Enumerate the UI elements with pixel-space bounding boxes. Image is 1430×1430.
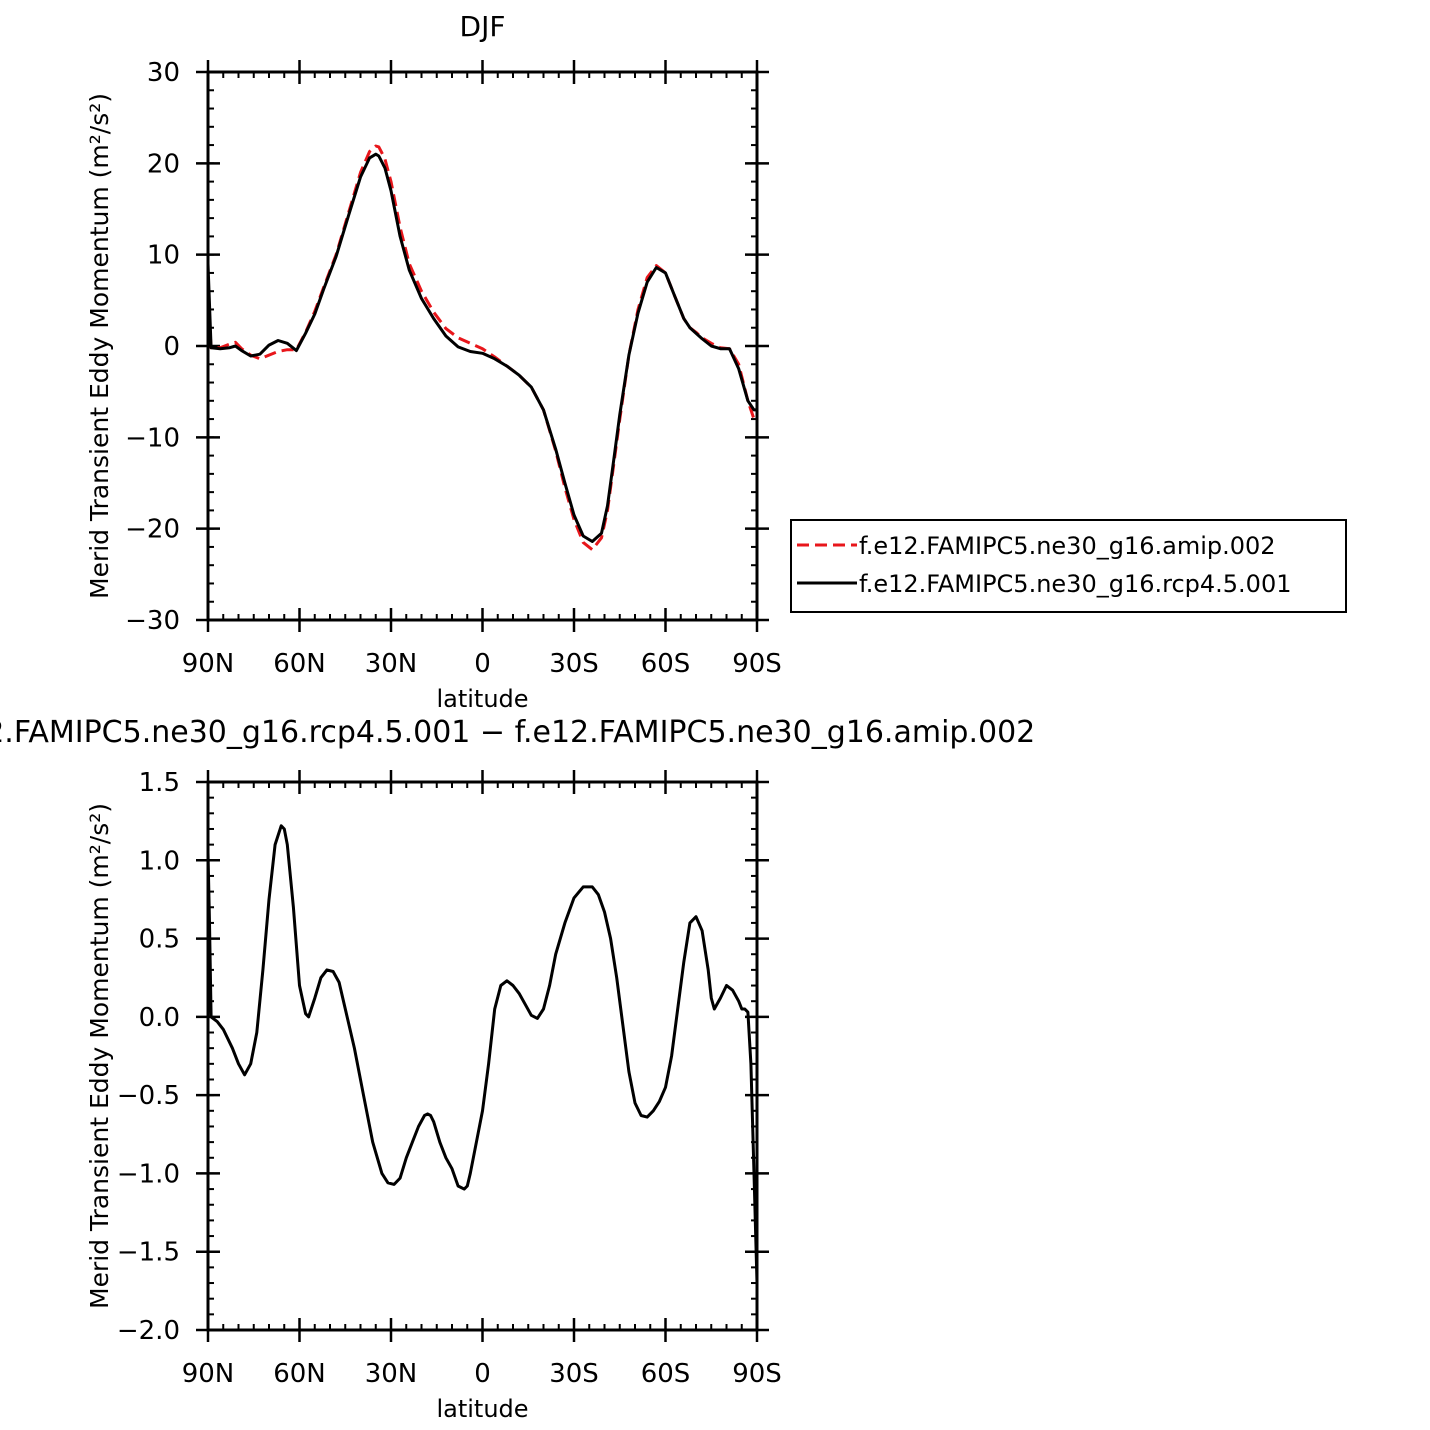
x-tick-label: 90S bbox=[732, 1359, 782, 1389]
x-tick-label: 90N bbox=[182, 649, 235, 679]
x-axis-label: latitude bbox=[436, 685, 528, 713]
x-tick-label: 30S bbox=[549, 1359, 599, 1389]
y-tick-label: −30 bbox=[125, 606, 180, 636]
x-tick-label: 30S bbox=[549, 649, 599, 679]
y-tick-label: −20 bbox=[125, 515, 180, 545]
x-tick-label: 60S bbox=[641, 649, 691, 679]
x-tick-label: 30N bbox=[365, 1359, 418, 1389]
x-tick-label: 60S bbox=[641, 1359, 691, 1389]
x-tick-label: 60N bbox=[273, 1359, 326, 1389]
chart-panel-1: DJF 90N 60N 30N 0 30S 60S 90S −30 −20 −10 0 10 20 30 la… bbox=[85, 10, 1347, 713]
chart-title: f.e12.FAMIPC5.ne30_g16.rcp4.5.001 − f.e1… bbox=[0, 715, 1035, 750]
plot-frame bbox=[206, 70, 759, 622]
legend-label: f.e12.FAMIPC5.ne30_g16.rcp4.5.001 bbox=[859, 570, 1292, 598]
y-axis-label: Merid Transient Eddy Momentum (m²/s²) bbox=[85, 93, 114, 599]
y-tick-label: 30 bbox=[147, 58, 180, 88]
y-tick-label: −2.0 bbox=[117, 1316, 180, 1346]
y-tick-label: −0.5 bbox=[117, 1081, 180, 1111]
y-tick-label: 0 bbox=[163, 332, 180, 362]
legend-box bbox=[790, 519, 1347, 613]
y-axis-label: Merid Transient Eddy Momentum (m²/s²) bbox=[85, 803, 114, 1309]
chart-panel-2: f.e12.FAMIPC5.ne30_g16.rcp4.5.001 − f.e1… bbox=[0, 715, 1035, 1423]
series-line-2 bbox=[208, 152, 757, 543]
x-tick-label: 90N bbox=[182, 1359, 235, 1389]
y-tick-label: 1.5 bbox=[139, 768, 180, 798]
series-line-1 bbox=[208, 144, 757, 552]
x-tick-label: 60N bbox=[273, 649, 326, 679]
x-axis-label: latitude bbox=[436, 1395, 528, 1423]
y-tick-label: 20 bbox=[147, 149, 180, 179]
x-tick-label: 0 bbox=[474, 649, 491, 679]
plot-frame bbox=[206, 780, 759, 1332]
x-tick-label: 90S bbox=[732, 649, 782, 679]
legend: f.e12.FAMIPC5.ne30_g16.amip.002 f.e12.FAM… bbox=[790, 519, 1347, 613]
y-tick-label: 1.0 bbox=[139, 846, 180, 876]
y-tick-label: 0.5 bbox=[139, 925, 180, 955]
x-tick-label: 30N bbox=[365, 649, 418, 679]
y-tick-label: −1.0 bbox=[117, 1159, 180, 1189]
y-tick-label: −1.5 bbox=[117, 1238, 180, 1268]
legend-label: f.e12.FAMIPC5.ne30_g16.amip.002 bbox=[859, 532, 1276, 560]
y-tick-label: 0.0 bbox=[139, 1003, 180, 1033]
y-tick-label: 10 bbox=[147, 241, 180, 271]
chart-title: DJF bbox=[460, 10, 506, 43]
y-tick-label: −10 bbox=[125, 423, 180, 453]
x-tick-label: 0 bbox=[474, 1359, 491, 1389]
series-line-1 bbox=[208, 824, 757, 1284]
